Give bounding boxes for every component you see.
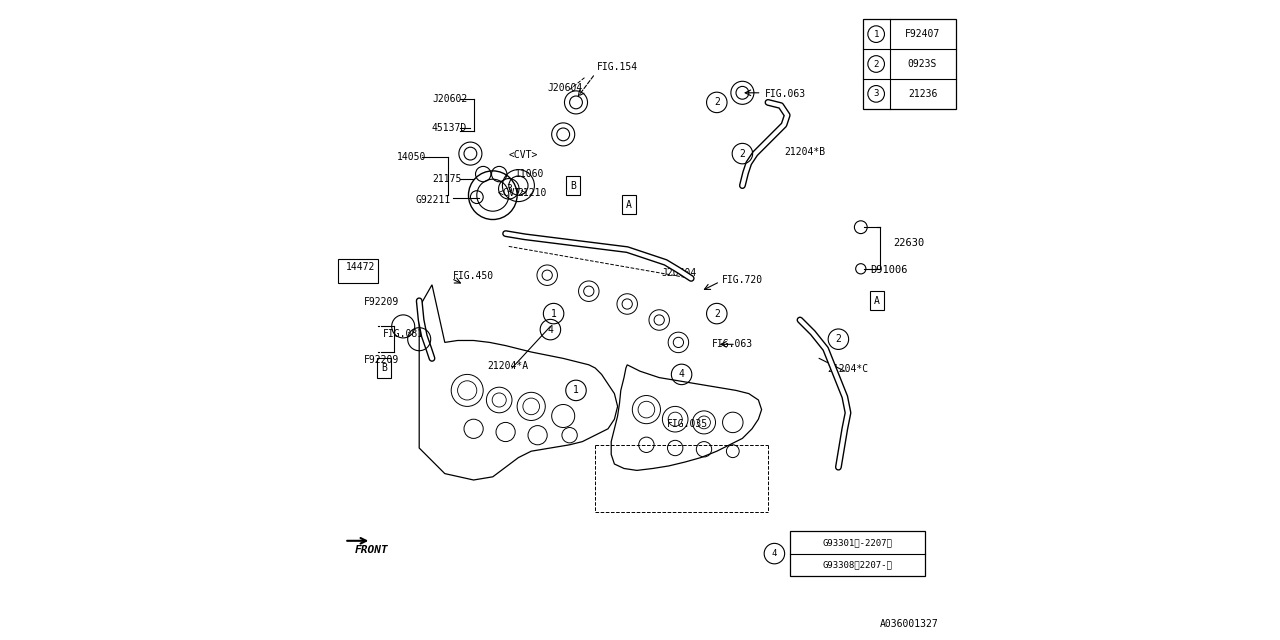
Text: FIG.720: FIG.720 xyxy=(722,275,763,285)
Text: <CVT>: <CVT> xyxy=(508,150,538,160)
Text: A036001327: A036001327 xyxy=(881,619,938,629)
Text: 3: 3 xyxy=(506,184,512,194)
Text: G93308〈2207-〉: G93308〈2207-〉 xyxy=(823,560,892,570)
Text: F92209: F92209 xyxy=(364,297,399,307)
Text: B: B xyxy=(570,180,576,191)
Text: FIG.081: FIG.081 xyxy=(383,329,424,339)
Text: 2: 2 xyxy=(873,60,879,68)
Text: 21204*B: 21204*B xyxy=(783,147,826,157)
Text: 14050: 14050 xyxy=(397,152,426,162)
Text: 21204*C: 21204*C xyxy=(827,364,868,374)
Text: FIG.154: FIG.154 xyxy=(596,62,637,72)
Text: 11060: 11060 xyxy=(516,169,544,179)
Text: F92209: F92209 xyxy=(364,355,399,365)
Text: FRONT: FRONT xyxy=(356,545,389,556)
Text: 2: 2 xyxy=(714,97,719,108)
Text: J20604: J20604 xyxy=(662,268,696,278)
Text: J20602: J20602 xyxy=(433,94,467,104)
Text: 4: 4 xyxy=(678,369,685,380)
Text: B: B xyxy=(381,363,387,373)
Text: G93301〈-2207〉: G93301〈-2207〉 xyxy=(823,538,892,547)
Text: 22630: 22630 xyxy=(893,238,924,248)
Text: 2: 2 xyxy=(836,334,841,344)
Text: D91006: D91006 xyxy=(870,265,908,275)
Bar xyxy=(338,259,378,283)
Text: 1: 1 xyxy=(573,385,579,396)
Bar xyxy=(863,19,955,109)
Text: FIG.063: FIG.063 xyxy=(765,89,806,99)
Text: 3: 3 xyxy=(873,90,879,99)
Text: A: A xyxy=(874,296,879,306)
Text: 45137D: 45137D xyxy=(433,123,467,133)
Text: 21210: 21210 xyxy=(517,188,547,198)
Text: 21236: 21236 xyxy=(908,89,937,99)
Bar xyxy=(622,195,636,214)
Text: 1: 1 xyxy=(873,29,879,38)
Bar xyxy=(870,291,884,310)
Bar xyxy=(378,358,392,378)
Text: J20604: J20604 xyxy=(548,83,582,93)
Text: FIG.450: FIG.450 xyxy=(453,271,494,282)
Text: F92407: F92407 xyxy=(905,29,941,39)
Bar xyxy=(566,176,580,195)
Text: 0923S: 0923S xyxy=(908,59,937,69)
Text: 4: 4 xyxy=(548,324,553,335)
Text: FIG.063: FIG.063 xyxy=(712,339,754,349)
Text: 21175: 21175 xyxy=(433,174,461,184)
Text: <CVT>: <CVT> xyxy=(498,188,527,198)
Text: 4: 4 xyxy=(772,549,777,558)
Bar xyxy=(791,531,924,576)
Text: A: A xyxy=(626,200,632,210)
Text: 2: 2 xyxy=(740,148,745,159)
Text: 2: 2 xyxy=(714,308,719,319)
Text: 21204*A: 21204*A xyxy=(488,361,529,371)
Text: G92211: G92211 xyxy=(416,195,452,205)
Text: 14472: 14472 xyxy=(346,262,375,272)
Text: 1: 1 xyxy=(550,308,557,319)
Text: FIG.035: FIG.035 xyxy=(667,419,708,429)
